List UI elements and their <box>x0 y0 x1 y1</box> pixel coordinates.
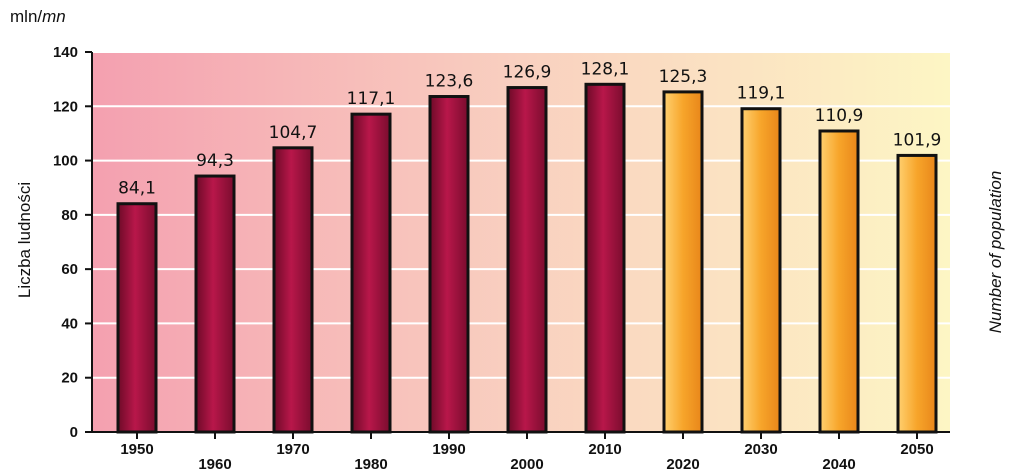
bar-1950 <box>116 202 158 434</box>
bar-2030 <box>740 107 782 434</box>
x-tick-label-1950: 1950 <box>120 441 153 458</box>
y-tick-label: 40 <box>61 315 78 332</box>
data-label-1990: 123,6 <box>425 72 474 92</box>
data-label-2010: 128,1 <box>581 59 630 79</box>
data-label-2020: 125,3 <box>659 67 708 87</box>
y-tick-label: 80 <box>61 207 78 224</box>
bar-1990 <box>428 95 470 434</box>
x-tick-label-2020: 2020 <box>666 456 699 473</box>
bar-2020 <box>662 90 704 434</box>
y-axis-title: Liczba ludności <box>15 182 34 298</box>
y-axis-title-right: Number of population <box>986 171 1005 334</box>
x-tick-label-2050: 2050 <box>900 441 933 458</box>
x-tick-label-2040: 2040 <box>822 456 855 473</box>
unit-label: mln/mn <box>10 7 66 26</box>
y-tick-label: 60 <box>61 261 78 278</box>
data-label-2050: 101,9 <box>893 130 942 150</box>
axes <box>85 51 950 439</box>
x-tick-label-1970: 1970 <box>276 441 309 458</box>
bar-2050 <box>896 153 938 434</box>
y-tick-label: 140 <box>53 44 78 61</box>
data-label-1970: 104,7 <box>269 123 318 143</box>
data-label-1980: 117,1 <box>347 89 396 109</box>
bar-2040 <box>818 129 860 434</box>
data-label-2000: 126,9 <box>503 63 552 83</box>
bar-1980 <box>350 112 392 434</box>
x-tick-label-2010: 2010 <box>588 441 621 458</box>
y-tick-label: 120 <box>53 98 78 115</box>
y-tick-label: 0 <box>70 424 78 441</box>
data-label-1950: 84,1 <box>118 179 156 199</box>
x-tick-label-2000: 2000 <box>510 456 543 473</box>
bar-2000 <box>506 86 548 434</box>
x-tick-label-1980: 1980 <box>354 456 387 473</box>
y-tick-label: 20 <box>61 370 78 387</box>
tick-labels: 0204060801001201401950196019701980199020… <box>53 44 934 473</box>
data-labels: 84,1 94,3 104,7 117,1 123,6 126,9 128,1 125,3 11… <box>118 59 941 198</box>
x-tick-label-2030: 2030 <box>744 441 777 458</box>
bar-1970 <box>272 146 314 434</box>
data-label-2040: 110,9 <box>815 106 864 126</box>
bar-1960 <box>194 174 236 434</box>
x-tick-label-1990: 1990 <box>432 441 465 458</box>
x-tick-label-1960: 1960 <box>198 456 231 473</box>
data-label-1960: 94,3 <box>196 151 234 171</box>
bar-2010 <box>584 82 626 434</box>
y-tick-label: 100 <box>53 153 78 170</box>
data-label-2030: 119,1 <box>737 84 786 104</box>
